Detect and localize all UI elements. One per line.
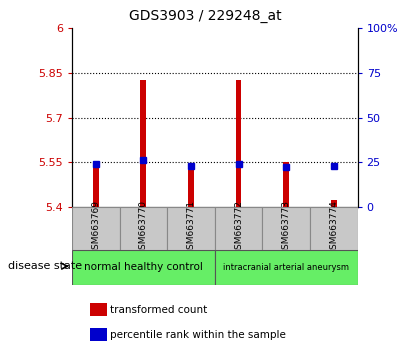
- Text: GSM663773: GSM663773: [282, 200, 291, 255]
- Bar: [262, 207, 310, 250]
- Text: GSM663769: GSM663769: [91, 200, 100, 255]
- Text: GSM663770: GSM663770: [139, 200, 148, 255]
- Bar: [215, 207, 262, 250]
- Text: percentile rank within the sample: percentile rank within the sample: [110, 330, 286, 339]
- Text: normal healthy control: normal healthy control: [84, 262, 203, 272]
- Bar: [120, 207, 167, 250]
- Text: intracranial arterial aneurysm: intracranial arterial aneurysm: [223, 263, 349, 272]
- Bar: [236, 80, 241, 207]
- Bar: [188, 170, 194, 207]
- Bar: [72, 207, 120, 250]
- Text: transformed count: transformed count: [110, 305, 208, 315]
- Text: GSM663774: GSM663774: [329, 200, 338, 255]
- Text: disease state: disease state: [8, 261, 82, 271]
- Text: GDS3903 / 229248_at: GDS3903 / 229248_at: [129, 9, 282, 23]
- Bar: [310, 207, 358, 250]
- Bar: [283, 161, 289, 207]
- Bar: [72, 250, 215, 285]
- Bar: [141, 80, 146, 207]
- Bar: [167, 207, 215, 250]
- Text: GSM663771: GSM663771: [187, 200, 196, 255]
- Bar: [331, 200, 337, 207]
- Text: GSM663772: GSM663772: [234, 200, 243, 255]
- Bar: [215, 250, 358, 285]
- Bar: [93, 164, 99, 207]
